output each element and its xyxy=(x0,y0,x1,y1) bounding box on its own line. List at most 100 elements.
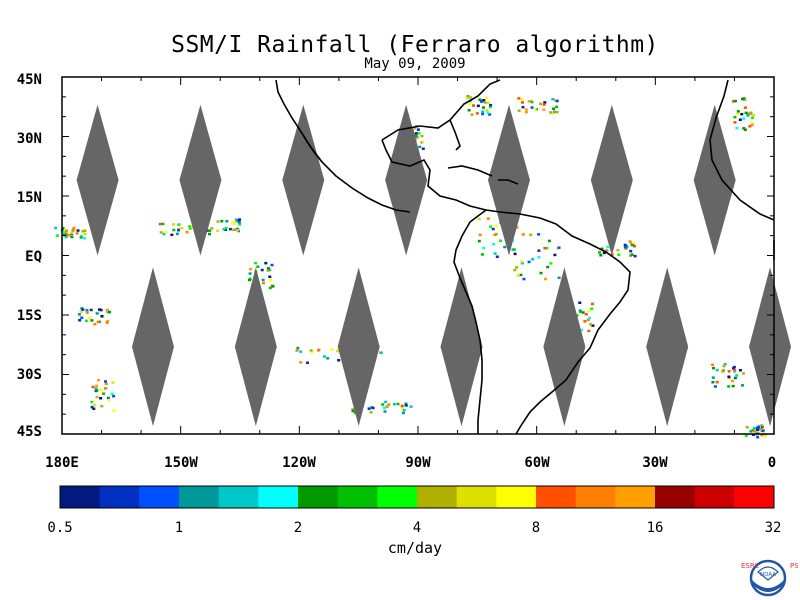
rain-cell xyxy=(379,351,383,355)
rain-cell xyxy=(266,268,270,272)
rain-cell xyxy=(111,381,115,384)
rain-cell xyxy=(80,316,84,319)
colorbar-swatch-12 xyxy=(536,486,577,508)
rain-cell xyxy=(79,234,83,238)
rain-cell xyxy=(521,101,524,104)
lon-label-180e: 180E xyxy=(45,455,79,471)
rain-cell xyxy=(553,253,557,257)
rain-cell xyxy=(517,274,520,277)
map-title: SSM/I Rainfall (Ferraro algorithm) xyxy=(171,32,659,58)
rain-cell xyxy=(485,109,489,112)
rain-cell xyxy=(480,253,484,256)
orbit-gap-upper-1 xyxy=(179,104,222,256)
rain-cell xyxy=(478,98,482,101)
rain-cell xyxy=(65,229,68,233)
rain-cell xyxy=(466,95,470,98)
rain-cell xyxy=(486,217,490,220)
rain-cell xyxy=(584,313,588,316)
rain-cell xyxy=(396,402,400,406)
rain-cell xyxy=(309,349,313,352)
rain-cell xyxy=(738,369,742,372)
lat-label-30n: 30N xyxy=(16,131,42,147)
rain-cell xyxy=(515,226,519,229)
rain-cell xyxy=(546,265,550,269)
rain-cell xyxy=(624,247,628,250)
rain-cell xyxy=(712,366,715,370)
rain-cell xyxy=(545,246,549,250)
rain-cell xyxy=(385,405,389,408)
rain-cell xyxy=(175,232,179,236)
rain-cell xyxy=(268,286,272,290)
rain-cell xyxy=(415,136,419,139)
rain-cell xyxy=(524,110,528,114)
rain-cell xyxy=(539,102,542,106)
lat-label-45n: 45N xyxy=(16,72,42,88)
rain-cell xyxy=(54,226,58,230)
orbit-gap-layer xyxy=(76,104,792,427)
orbit-gap-upper-0 xyxy=(76,104,119,256)
rain-cell xyxy=(492,243,495,246)
rain-cell xyxy=(529,233,533,237)
rain-cell xyxy=(630,253,634,256)
rain-cell xyxy=(249,267,252,271)
rain-cell xyxy=(261,278,265,282)
rain-cell xyxy=(481,112,485,116)
rain-cell xyxy=(172,228,176,232)
rain-cell xyxy=(522,277,526,281)
rain-cell xyxy=(469,96,473,99)
rain-cell xyxy=(539,271,543,275)
rain-cell xyxy=(77,313,81,316)
rain-cell xyxy=(742,97,746,100)
rain-cell xyxy=(616,248,620,252)
rain-cell xyxy=(216,220,220,223)
rain-cell xyxy=(715,380,719,384)
rain-cell xyxy=(104,387,107,390)
colorbar-units: cm/day xyxy=(387,539,443,557)
rain-cell xyxy=(483,101,487,104)
rain-cell xyxy=(485,96,488,100)
rain-cell xyxy=(234,220,238,223)
rain-cell xyxy=(418,145,422,149)
rain-cell xyxy=(420,134,424,138)
rain-cell xyxy=(95,312,99,315)
rain-cell xyxy=(383,410,387,413)
colorbar-tick-32: 32 xyxy=(764,520,782,536)
rain-cell xyxy=(591,302,594,306)
logo-right-text: PSD xyxy=(790,562,798,570)
rain-cell xyxy=(630,243,634,247)
rain-cell xyxy=(177,223,181,226)
rain-cell xyxy=(231,221,235,224)
rain-cell xyxy=(530,106,534,109)
orbit-gap-upper-5 xyxy=(590,104,633,256)
rain-cell xyxy=(600,247,604,250)
rain-cell xyxy=(310,350,314,354)
rain-cell xyxy=(392,403,396,406)
rain-cell xyxy=(551,98,555,101)
rain-cell xyxy=(604,249,608,253)
rain-cell xyxy=(630,242,633,245)
rain-cell xyxy=(330,348,334,351)
rain-cell xyxy=(228,227,232,231)
rain-cell xyxy=(236,227,239,231)
rain-cell xyxy=(527,100,531,103)
lon-label-90w: 90W xyxy=(405,455,431,471)
rain-cell xyxy=(64,231,68,234)
rain-cell xyxy=(106,319,110,323)
colorbar-swatch-9 xyxy=(417,486,458,508)
rain-cell xyxy=(421,147,425,150)
rain-cell xyxy=(549,262,553,265)
rain-cell xyxy=(537,249,541,252)
lat-label-30s: 30S xyxy=(16,367,42,383)
rain-cell xyxy=(94,387,98,390)
rain-cell xyxy=(180,226,184,230)
rain-cell xyxy=(369,411,373,414)
rain-cell xyxy=(110,392,114,395)
rain-cell xyxy=(100,315,104,318)
orbit-gap-upper-6 xyxy=(693,104,736,256)
rain-cell xyxy=(519,273,523,277)
rain-cell xyxy=(623,243,627,247)
rain-cell xyxy=(409,405,413,408)
rain-cell xyxy=(237,221,241,224)
rain-cell xyxy=(723,362,727,366)
